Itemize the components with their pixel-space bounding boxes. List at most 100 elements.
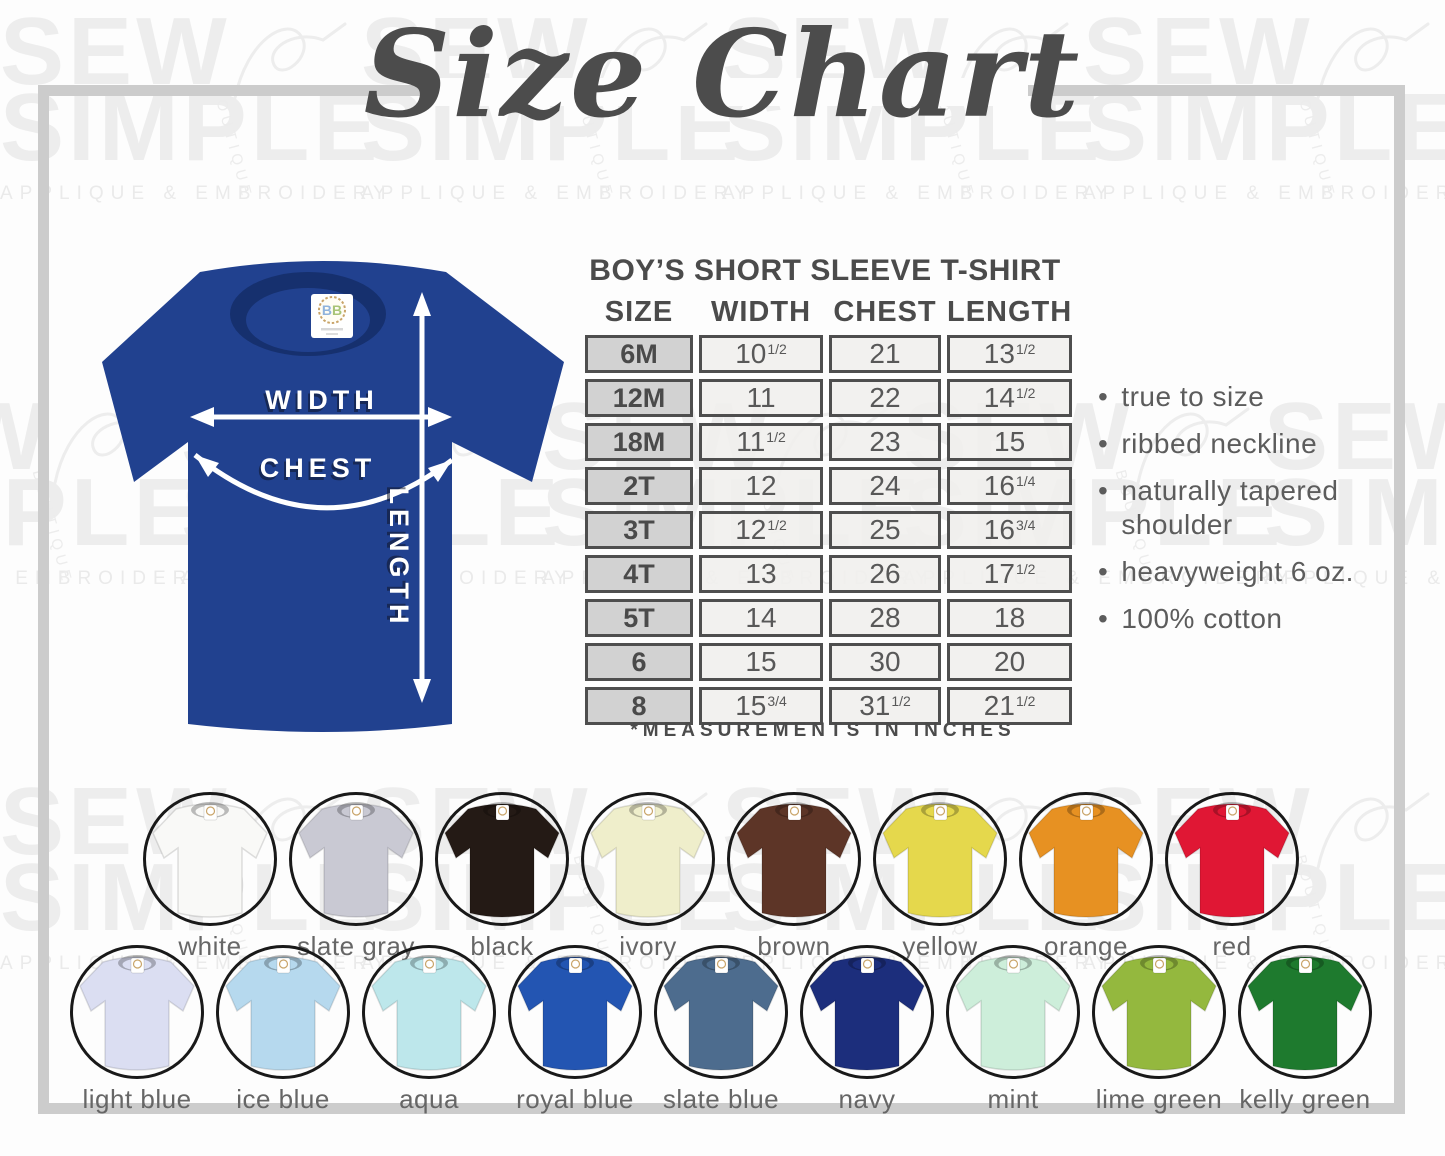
watermark-tagline: APPLIQUE & EMBROIDERY: [0, 567, 213, 589]
color-swatch-slate-blue: slate blue: [648, 945, 794, 1115]
swatch-circle: [1092, 945, 1226, 1079]
size-cell: 3T: [585, 511, 693, 549]
swatch-circle: [654, 945, 788, 1079]
size-cell: 5T: [585, 599, 693, 637]
width-cell: 153/4: [699, 687, 823, 725]
color-swatch-royal-blue: royal blue: [502, 945, 648, 1115]
width-cell: 111/2: [699, 423, 823, 461]
color-swatch-black: black: [429, 792, 575, 962]
needle-thread-watermark-icon: [594, 22, 708, 100]
swatch-circle: [800, 945, 934, 1079]
swatch-label: kelly green: [1239, 1084, 1371, 1114]
size-cell: 6: [585, 643, 693, 681]
tshirt-icon: [590, 802, 706, 918]
tshirt-measurement-diagram: BB WIDTH CHEST LENGTH: [102, 261, 564, 732]
size-table: SIZE WIDTH CHEST LENGTH 6M 101/2 21 131/2 12…: [579, 290, 1078, 731]
swatch-circle: [946, 945, 1080, 1079]
feature-text: naturally tapered shoulder: [1121, 475, 1339, 540]
size-cell: 8: [585, 687, 693, 725]
neck-tag-line: [321, 328, 343, 331]
swatch-label: lime green: [1095, 1084, 1223, 1114]
tshirt-body: [102, 261, 564, 732]
column-header-chest: CHEST: [833, 296, 937, 328]
swatch-circle: [873, 792, 1007, 926]
swatch-label: red: [1212, 931, 1252, 961]
feature-item: • 100% cotton: [1098, 602, 1410, 636]
color-swatch-brown: brown: [721, 792, 867, 962]
color-swatch-ice-blue: ice blue: [210, 945, 356, 1115]
table-row: 8 153/4 311/2 211/2: [585, 687, 1073, 725]
chest-cell: 26: [829, 555, 941, 593]
needle-thread-watermark-icon: [1136, 407, 1250, 485]
watermark-word: SEW: [0, 0, 231, 105]
feature-text: ribbed neckline: [1121, 428, 1318, 459]
neck-tag-line: [326, 333, 338, 335]
color-swatch-white: white: [137, 792, 283, 962]
length-cell: 211/2: [947, 687, 1073, 725]
swatch-label: black: [470, 931, 534, 961]
chest-cell: 24: [829, 467, 941, 505]
width-cell: 13: [699, 555, 823, 593]
chest-cell: 25: [829, 511, 941, 549]
color-swatch-row-2: light blue ice blue aqua royal blue slate bl…: [64, 945, 1378, 1115]
table-row: 6M 101/2 21 131/2: [585, 335, 1073, 373]
chest-cell: 21: [829, 335, 941, 373]
color-swatch-navy: navy: [794, 945, 940, 1115]
swatch-label: white: [178, 931, 242, 961]
swatch-circle: [70, 945, 204, 1079]
color-swatch-orange: orange: [1013, 792, 1159, 962]
swatch-circle: [1238, 945, 1372, 1079]
color-swatch-mint: mint: [940, 945, 1086, 1115]
feature-item: • ribbed neckline: [1098, 427, 1410, 461]
watermark-word: SIMPLE: [0, 459, 202, 567]
tshirt-icon: [152, 802, 268, 918]
swatch-label: slate blue: [662, 1084, 780, 1114]
watermark-word: SEW: [1083, 0, 1314, 105]
swatch-circle: [1019, 792, 1153, 926]
swatch-label: ice blue: [236, 1084, 330, 1114]
feature-text: 100% cotton: [1121, 603, 1283, 634]
needle-thread-watermark-icon: [53, 407, 167, 485]
swatch-circle: [727, 792, 861, 926]
measurement-labels: WIDTH CHEST LENGTH: [260, 385, 414, 629]
tshirt-icon: [663, 955, 779, 1071]
length-cell: 131/2: [947, 335, 1073, 373]
chest-cell: 23: [829, 423, 941, 461]
measurement-arrows: [190, 292, 454, 703]
tshirt-icon: [225, 955, 341, 1071]
swatch-label: navy: [838, 1084, 896, 1114]
table-row: 3T 121/2 25 163/4: [585, 511, 1073, 549]
tshirt-icon: [809, 955, 925, 1071]
measurements-note: *MEASUREMENTS IN INCHES: [630, 720, 1016, 741]
length-cell: 18: [947, 599, 1073, 637]
size-cell: 6M: [585, 335, 693, 373]
color-swatch-ivory: ivory: [575, 792, 721, 962]
watermark-tagline: APPLIQUE & EMBROIDERY: [361, 182, 754, 204]
feature-item: • naturally tapered shoulder: [1098, 474, 1410, 542]
color-swatch-slate-gray: slate gray: [283, 792, 429, 962]
chest-arrowhead-right: [428, 460, 452, 482]
width-cell: 15: [699, 643, 823, 681]
color-swatch-lime-green: lime green: [1086, 945, 1232, 1115]
neck-tag-text: BB: [322, 302, 342, 318]
width-cell: 12: [699, 467, 823, 505]
table-row: 2T 12 24 161/4: [585, 467, 1073, 505]
needle-thread-watermark-icon: [1316, 22, 1430, 100]
length-cell: 15: [947, 423, 1073, 461]
swatch-label: aqua: [399, 1084, 459, 1114]
watermark-word: SEW: [1264, 383, 1445, 490]
swatch-label: brown: [757, 931, 831, 961]
swatch-circle: [508, 945, 642, 1079]
column-header-width: WIDTH: [710, 296, 812, 328]
feature-text: true to size: [1121, 381, 1265, 412]
frame-notch: [432, 78, 1028, 106]
column-header-row: SIZE WIDTH CHEST LENGTH: [585, 296, 1072, 329]
size-cell: 2T: [585, 467, 693, 505]
needle-thread-watermark-icon: [1316, 792, 1430, 870]
tshirt-icon: [298, 802, 414, 918]
color-swatch-red: red: [1159, 792, 1305, 962]
swatch-label: mint: [987, 1084, 1039, 1114]
feature-item: • true to size: [1098, 380, 1410, 414]
length-cell: 163/4: [947, 511, 1073, 549]
